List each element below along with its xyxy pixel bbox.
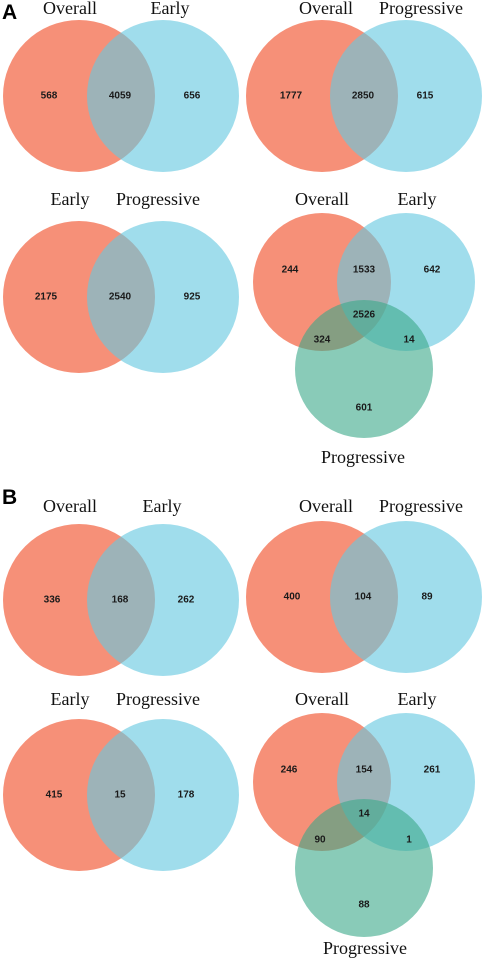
count-overall-progressive: 90 — [314, 835, 326, 846]
count-all-three: 14 — [358, 809, 370, 820]
count-overlap: 2540 — [109, 292, 132, 303]
venn-b3: Early Progressive 415 15 178 — [3, 689, 239, 871]
count-overall-only: 246 — [281, 765, 298, 776]
count-early-only: 642 — [424, 265, 441, 276]
count-overlap: 15 — [114, 790, 126, 801]
count-early-only: 415 — [46, 790, 63, 801]
count-early-only: 656 — [184, 91, 201, 102]
set-label-overall: Overall — [43, 0, 97, 18]
count-progressive-only: 925 — [184, 292, 201, 303]
set-label-overall: Overall — [295, 189, 349, 209]
set-label-overall: Overall — [299, 496, 353, 516]
set-label-progressive: Progressive — [379, 496, 463, 516]
count-overall-only: 244 — [282, 265, 299, 276]
set-label-progressive: Progressive — [323, 938, 407, 958]
venn-b1: Overall Early 336 168 262 — [3, 496, 239, 676]
count-overall-early: 154 — [356, 765, 373, 776]
venn-a2: Overall Progressive 1777 2850 615 — [246, 0, 482, 172]
count-overall-only: 336 — [44, 595, 61, 606]
panel-letter-a: A — [2, 1, 17, 24]
circle-progressive — [87, 719, 239, 871]
count-early-progressive: 1 — [406, 835, 412, 846]
panel-letter-b: B — [2, 486, 17, 509]
set-label-progressive: Progressive — [116, 689, 200, 709]
count-overall-progressive: 324 — [314, 335, 331, 346]
count-progressive-only: 88 — [358, 900, 370, 911]
count-overlap: 168 — [112, 595, 129, 606]
circle-progressive — [295, 300, 433, 438]
set-label-early: Early — [398, 189, 437, 209]
venn-a1: Overall Early 568 4059 656 — [3, 0, 239, 172]
count-progressive-only: 615 — [417, 91, 434, 102]
set-label-progressive: Progressive — [321, 447, 405, 467]
count-early-only: 2175 — [35, 292, 58, 303]
circle-progressive — [87, 221, 239, 373]
count-overall-early: 1533 — [353, 265, 376, 276]
circle-progressive — [330, 20, 482, 172]
count-progressive-only: 601 — [356, 403, 373, 414]
count-early-only: 262 — [178, 595, 195, 606]
set-label-overall: Overall — [295, 689, 349, 709]
set-label-overall: Overall — [299, 0, 353, 18]
count-progressive-only: 178 — [178, 790, 195, 801]
count-early-only: 261 — [424, 765, 441, 776]
venn-b4: Overall Early Progressive 246 154 261 14… — [253, 689, 475, 958]
set-label-early: Early — [51, 689, 90, 709]
count-progressive-only: 89 — [421, 592, 433, 603]
count-all-three: 2526 — [353, 310, 376, 321]
set-label-early: Early — [398, 689, 437, 709]
set-label-progressive: Progressive — [116, 189, 200, 209]
circle-progressive — [295, 799, 433, 937]
circle-early — [87, 524, 239, 676]
venn-a3: Early Progressive 2175 2540 925 — [3, 189, 239, 373]
count-overall-only: 400 — [284, 592, 301, 603]
count-overlap: 4059 — [109, 91, 132, 102]
venn-b2: Overall Progressive 400 104 89 — [246, 496, 482, 673]
circle-progressive — [330, 521, 482, 673]
set-label-overall: Overall — [43, 496, 97, 516]
set-label-early: Early — [143, 496, 182, 516]
set-label-progressive: Progressive — [379, 0, 463, 18]
set-label-early: Early — [51, 189, 90, 209]
set-label-early: Early — [151, 0, 190, 18]
count-early-progressive: 14 — [403, 335, 415, 346]
count-overlap: 2850 — [352, 91, 375, 102]
count-overall-only: 1777 — [280, 91, 303, 102]
count-overlap: 104 — [355, 592, 372, 603]
circle-early — [87, 20, 239, 172]
venn-a4: Overall Early Progressive 244 1533 642 2… — [253, 189, 475, 467]
count-overall-only: 568 — [41, 91, 58, 102]
